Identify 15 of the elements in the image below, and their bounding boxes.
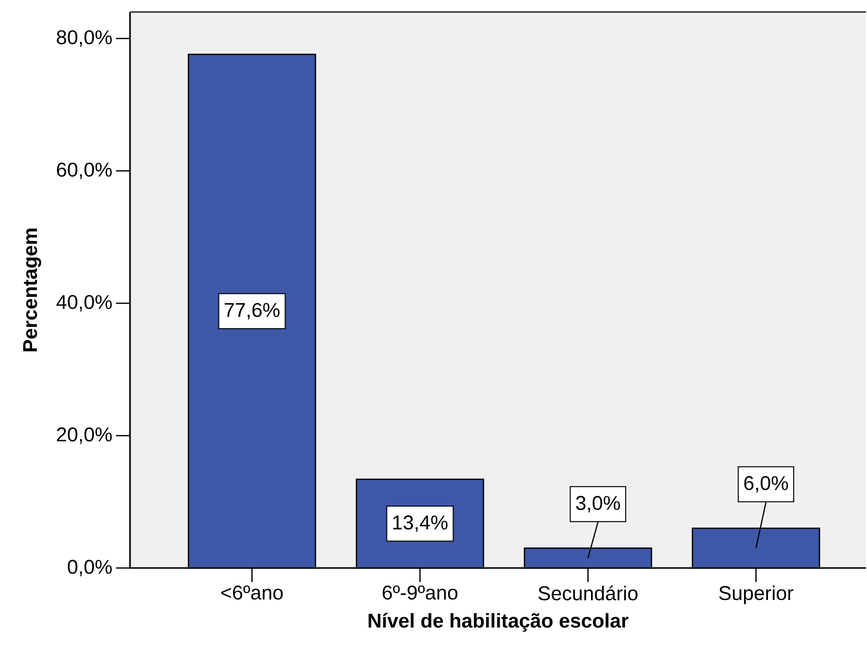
- x-axis-title: Nível de habilitação escolar: [368, 612, 628, 632]
- x-tick-label: Superior: [719, 586, 794, 604]
- data-label: 13,4%: [393, 515, 448, 532]
- x-tick-label: 6º-9ºano: [382, 586, 458, 600]
- data-label: 77,6%: [224, 302, 280, 320]
- y-tick-label: 0,0%: [68, 560, 112, 576]
- y-tick-label: 20,0%: [56, 427, 112, 444]
- y-axis-title: Percentagem: [23, 228, 42, 352]
- y-tick-label: 40,0%: [56, 295, 112, 312]
- x-tick-label: <6ºano: [221, 586, 283, 600]
- y-tick-label: 80,0%: [56, 30, 112, 47]
- data-label: 6,0%: [744, 476, 788, 493]
- x-tick-label: Secundário: [538, 586, 638, 600]
- y-tick-label: 60,0%: [56, 162, 112, 180]
- data-label: 3,0%: [576, 496, 620, 512]
